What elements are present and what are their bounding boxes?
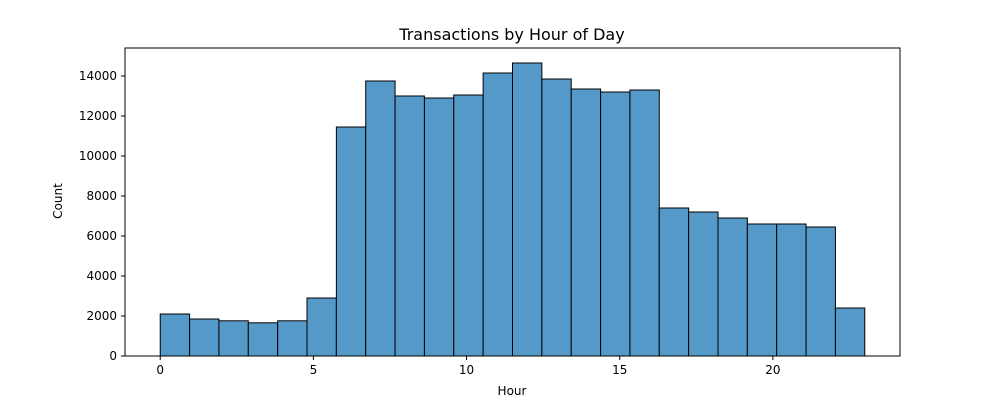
y-tick-label: 4000 xyxy=(86,269,117,283)
histogram-bar xyxy=(658,207,690,357)
x-tick-label: 5 xyxy=(310,363,318,377)
y-tick-label: 12000 xyxy=(79,109,117,123)
histogram-bar xyxy=(277,320,308,357)
histogram-bar xyxy=(335,126,367,357)
histogram-bar xyxy=(453,94,484,357)
histogram-bar xyxy=(218,320,249,357)
histogram-bar xyxy=(746,223,778,357)
histogram-bar xyxy=(394,95,425,357)
histogram-bar xyxy=(159,313,191,357)
histogram-bar xyxy=(512,62,543,357)
x-tick-label: 10 xyxy=(459,363,474,377)
y-tick-label: 6000 xyxy=(86,229,117,243)
histogram-bar xyxy=(600,91,631,357)
y-tick-label: 0 xyxy=(109,349,117,363)
y-tick-label: 10000 xyxy=(79,149,117,163)
x-axis-ticks: 0 5 10 15 20 xyxy=(156,356,781,377)
histogram-bar xyxy=(482,72,514,357)
x-tick-label: 15 xyxy=(612,363,627,377)
histogram-bar xyxy=(306,297,337,357)
x-tick-label: 0 xyxy=(156,363,164,377)
y-tick-label: 8000 xyxy=(86,189,117,203)
histogram-bar xyxy=(776,223,807,357)
histogram-bar xyxy=(365,80,396,357)
histogram-bar xyxy=(423,97,455,357)
y-tick-label: 14000 xyxy=(79,69,117,83)
histogram-bar xyxy=(247,322,279,357)
chart-title: Transactions by Hour of Day xyxy=(398,25,624,44)
histogram-bar xyxy=(189,318,220,357)
x-axis-label: Hour xyxy=(498,384,527,398)
x-tick-label: 20 xyxy=(765,363,780,377)
plot-frame xyxy=(124,47,901,357)
y-axis-ticks: 0 2000 4000 6000 8000 10000 12000 14000 xyxy=(79,69,125,363)
histogram-bar xyxy=(688,211,719,357)
y-axis-label: Count xyxy=(51,183,65,219)
histogram-bar xyxy=(717,217,748,357)
histogram-bar xyxy=(834,307,866,357)
y-tick-label: 2000 xyxy=(86,309,117,323)
histogram-bar xyxy=(629,89,660,357)
histogram-bar xyxy=(805,226,836,357)
bars-group xyxy=(159,62,866,357)
histogram-bar xyxy=(570,88,602,357)
histogram-bar xyxy=(541,78,572,357)
